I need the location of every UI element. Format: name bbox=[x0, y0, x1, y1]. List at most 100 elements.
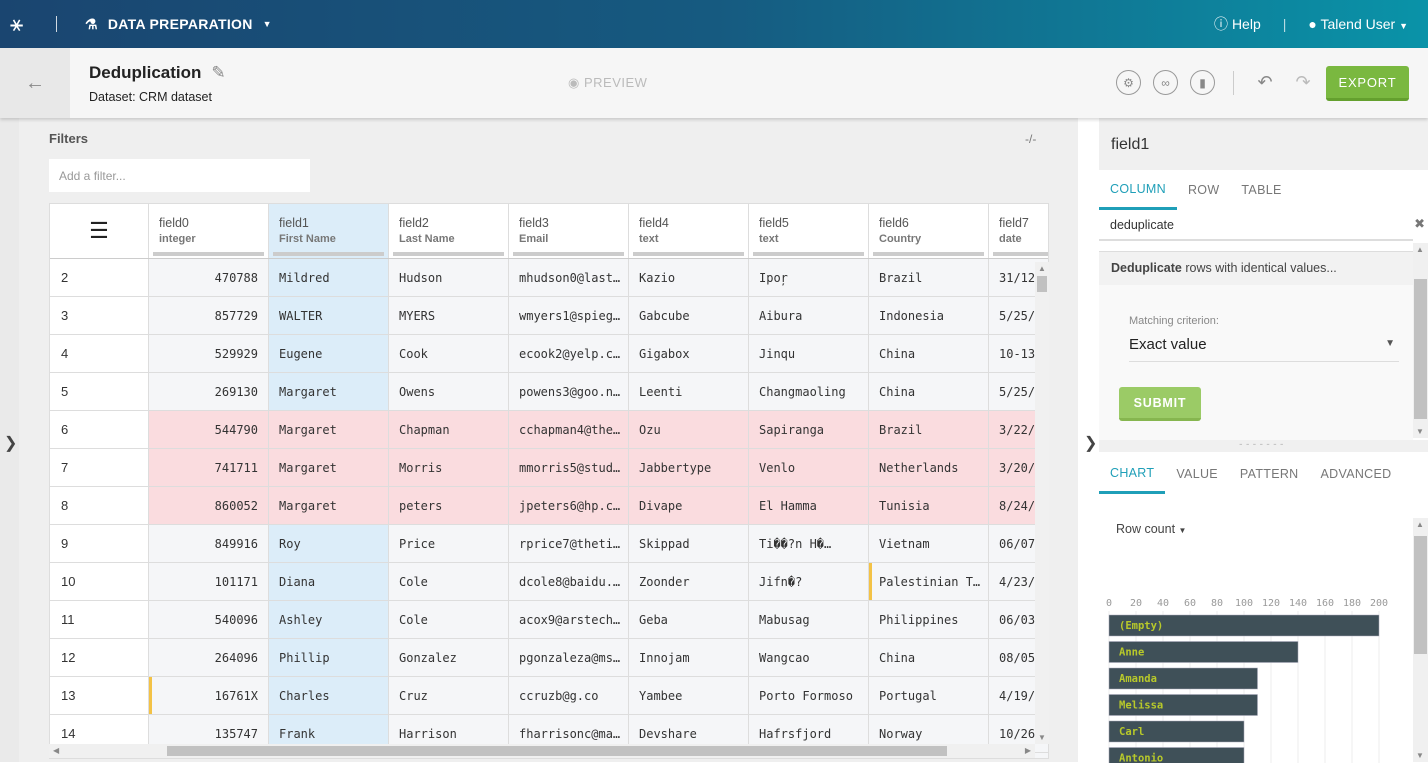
table-cell[interactable]: Aibura bbox=[749, 297, 869, 334]
table-cell[interactable]: Leenti bbox=[629, 373, 749, 410]
action-search-input[interactable]: deduplicate✖ bbox=[1099, 210, 1413, 241]
table-cell[interactable]: Porto Formoso bbox=[749, 677, 869, 714]
table-cell[interactable]: Venlo bbox=[749, 449, 869, 486]
chevron-right-icon[interactable]: ❯ bbox=[1084, 433, 1097, 453]
tab-chart[interactable]: CHART bbox=[1099, 454, 1165, 494]
back-button[interactable]: ← bbox=[0, 48, 70, 118]
table-cell[interactable]: Margaret bbox=[269, 373, 389, 410]
table-cell[interactable]: Palestinian T… bbox=[869, 563, 989, 600]
table-cell[interactable]: Margaret bbox=[269, 487, 389, 524]
table-cell[interactable]: China bbox=[869, 373, 989, 410]
pencil-icon[interactable]: ✎ bbox=[211, 63, 225, 82]
export-button[interactable]: EXPORT bbox=[1326, 66, 1409, 101]
table-cell[interactable]: Brazil bbox=[869, 259, 989, 296]
table-cell[interactable]: Netherlands bbox=[869, 449, 989, 486]
table-cell[interactable]: acox9@arstech… bbox=[509, 601, 629, 638]
tab-row[interactable]: ROW bbox=[1177, 170, 1230, 210]
filter-input[interactable]: Add a filter... bbox=[49, 159, 310, 192]
table-cell[interactable]: MYERS bbox=[389, 297, 509, 334]
table-cell[interactable]: pgonzaleza@ms… bbox=[509, 639, 629, 676]
table-cell[interactable]: Ashley bbox=[269, 601, 389, 638]
table-cell[interactable]: 470788 bbox=[149, 259, 269, 296]
table-cell[interactable]: Yambee bbox=[629, 677, 749, 714]
table-cell[interactable]: peters bbox=[389, 487, 509, 524]
table-cell[interactable]: Cruz bbox=[389, 677, 509, 714]
chevron-right-icon[interactable]: ❯ bbox=[4, 433, 17, 453]
table-cell[interactable]: Innojam bbox=[629, 639, 749, 676]
table-cell[interactable]: Jinqu bbox=[749, 335, 869, 372]
table-cell[interactable]: 264096 bbox=[149, 639, 269, 676]
clear-icon[interactable]: ✖ bbox=[1414, 216, 1425, 232]
submit-button[interactable]: SUBMIT bbox=[1119, 387, 1201, 421]
table-cell[interactable]: Phillip bbox=[269, 639, 389, 676]
table-cell[interactable]: powens3@goo.n… bbox=[509, 373, 629, 410]
table-cell[interactable]: Cook bbox=[389, 335, 509, 372]
table-cell[interactable]: China bbox=[869, 639, 989, 676]
table-cell[interactable]: Diana bbox=[269, 563, 389, 600]
table-cell[interactable]: Portugal bbox=[869, 677, 989, 714]
table-cell[interactable]: ecook2@yelp.c… bbox=[509, 335, 629, 372]
table-cell[interactable]: Morris bbox=[389, 449, 509, 486]
table-cell[interactable]: El Hamma bbox=[749, 487, 869, 524]
table-cell[interactable]: Mabusag bbox=[749, 601, 869, 638]
table-cell[interactable]: 101171 bbox=[149, 563, 269, 600]
table-cell[interactable]: Ti��?n H�… bbox=[749, 525, 869, 562]
table-cell[interactable]: rprice7@theti… bbox=[509, 525, 629, 562]
table-cell[interactable]: 849916 bbox=[149, 525, 269, 562]
table-cell[interactable]: Changmaoling bbox=[749, 373, 869, 410]
table-cell[interactable]: ccruzb@g.co bbox=[509, 677, 629, 714]
table-cell[interactable]: Mildred bbox=[269, 259, 389, 296]
redo-button[interactable]: ↷ bbox=[1290, 72, 1316, 93]
table-cell[interactable]: Roy bbox=[269, 525, 389, 562]
table-cell[interactable]: Kazio bbox=[629, 259, 749, 296]
table-cell[interactable]: Skippad bbox=[629, 525, 749, 562]
table-cell[interactable]: Jifn�? bbox=[749, 563, 869, 600]
horizontal-scrollbar[interactable]: ◀▶ bbox=[49, 744, 1035, 758]
user-menu[interactable]: ● Talend User ▼ bbox=[1308, 16, 1408, 32]
tab-table[interactable]: TABLE bbox=[1230, 170, 1292, 210]
table-cell[interactable]: China bbox=[869, 335, 989, 372]
history-button[interactable]: ▮ bbox=[1190, 70, 1215, 95]
tab-advanced[interactable]: ADVANCED bbox=[1310, 454, 1403, 494]
table-cell[interactable]: 860052 bbox=[149, 487, 269, 524]
grid-menu-icon[interactable]: ☰ bbox=[50, 204, 149, 258]
criterion-select[interactable]: Exact value▼ bbox=[1129, 336, 1399, 362]
table-cell[interactable]: Price bbox=[389, 525, 509, 562]
tab-pattern[interactable]: PATTERN bbox=[1229, 454, 1310, 494]
table-cell[interactable]: 269130 bbox=[149, 373, 269, 410]
actions-scrollbar[interactable]: ▲▼ bbox=[1413, 243, 1428, 438]
deduplicate-action[interactable]: Deduplicate rows with identical values..… bbox=[1099, 251, 1413, 285]
chart-scrollbar[interactable]: ▲▼ bbox=[1413, 518, 1428, 762]
table-cell[interactable]: Geba bbox=[629, 601, 749, 638]
resize-handle[interactable]: ╴╴╴╴╴╴╴ bbox=[1099, 440, 1428, 452]
table-cell[interactable]: Jabbertype bbox=[629, 449, 749, 486]
help-button[interactable]: ⓘ Help bbox=[1214, 14, 1261, 34]
table-cell[interactable]: 529929 bbox=[149, 335, 269, 372]
table-cell[interactable]: Gonzalez bbox=[389, 639, 509, 676]
table-cell[interactable]: cchapman4@the… bbox=[509, 411, 629, 448]
table-cell[interactable]: Vietnam bbox=[869, 525, 989, 562]
table-cell[interactable]: Gigabox bbox=[629, 335, 749, 372]
filters-toggle[interactable]: -/- bbox=[1025, 132, 1036, 146]
table-cell[interactable]: 16761X bbox=[149, 677, 269, 714]
table-cell[interactable]: Ipoŗ bbox=[749, 259, 869, 296]
table-cell[interactable]: Margaret bbox=[269, 449, 389, 486]
lookup-button[interactable]: ∞ bbox=[1153, 70, 1178, 95]
undo-button[interactable]: ↶ bbox=[1252, 72, 1278, 93]
app-switcher[interactable]: ⚗DATA PREPARATION▼ bbox=[85, 16, 272, 33]
table-cell[interactable]: Gabcube bbox=[629, 297, 749, 334]
